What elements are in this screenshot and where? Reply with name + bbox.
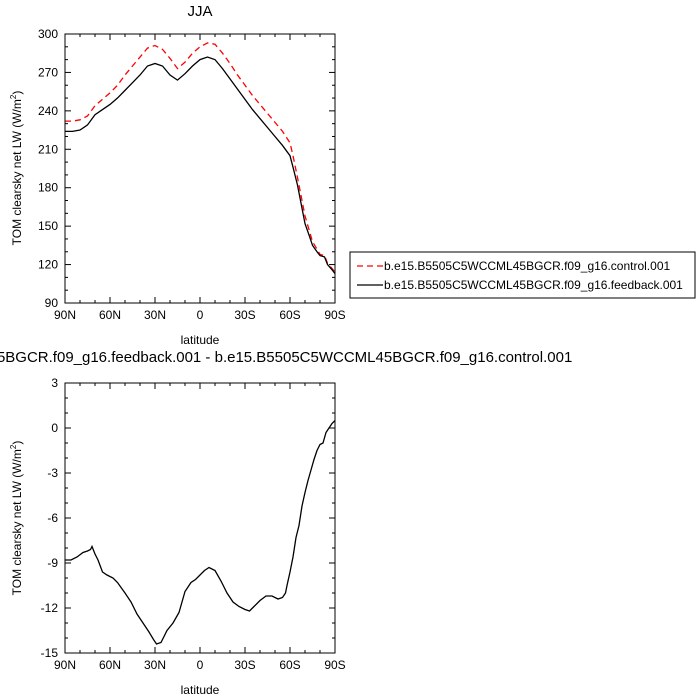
top-y-axis-label-text: TOM clearsky net LW (W/m (10, 99, 24, 245)
top-y-tick-label: 300 (38, 27, 58, 41)
top-series-line-1 (65, 56, 336, 274)
top-x-tick-label: 30S (234, 308, 255, 322)
top-x-tick-label: 90N (54, 308, 76, 322)
bottom-y-tick-label: -3 (47, 466, 58, 480)
top-y-tick-label: 270 (38, 65, 58, 79)
bottom-plot-frame (64, 382, 336, 654)
top-x-tick-label: 60S (279, 308, 300, 322)
top-y-axis-label-close: ) (10, 91, 24, 95)
top-y-tick-label: 120 (38, 258, 58, 272)
bottom-x-axis-label: latitude (181, 683, 220, 697)
bottom-y-tick-label: -15 (41, 646, 59, 660)
legend-box (349, 251, 696, 299)
top-chart-title: JJA (187, 3, 212, 20)
bottom-y-tick-label: 0 (51, 421, 58, 435)
legend-label-feedback: b.e15.B5505C5WCCML45BGCR.f09_g16.feedbac… (384, 278, 683, 292)
top-y-tick-label: 210 (38, 142, 58, 156)
bottom-y-axis-label: TOM clearsky net LW (W/m2) (9, 441, 24, 596)
top-x-tick-label: 60N (99, 308, 121, 322)
top-plot-area (65, 42, 336, 274)
bottom-series-line-0 (65, 420, 336, 645)
bottom-axis-ticks (64, 382, 336, 654)
top-x-tick-label: 90S (324, 308, 345, 322)
legend: b.e15.B5505C5WCCML45BGCR.f09_g16.control… (349, 251, 696, 299)
top-y-tick-label: 150 (38, 219, 58, 233)
bottom-y-tick-label: -12 (41, 601, 59, 615)
bottom-y-tick-label: -9 (47, 556, 58, 570)
bottom-chart-panel: b.e15.B5505C5WCCML45BGCR.f09_g16.feedbac… (0, 349, 572, 697)
bottom-tick-labels: 90N 60N 30N 0 30S 60S 90S -15 -12 -9 -6 -3 0 3 (41, 376, 346, 672)
top-y-axis-label: TOM clearsky net LW (W/m2) (9, 91, 24, 246)
top-axis-ticks (64, 33, 336, 304)
bottom-x-tick-label: 60S (279, 658, 300, 672)
bottom-plot-area (65, 420, 336, 645)
legend-label-control: b.e15.B5505C5WCCML45BGCR.f09_g16.control… (384, 259, 670, 273)
top-series-line-0 (65, 42, 336, 273)
bottom-x-tick-label: 60N (99, 658, 121, 672)
bottom-x-tick-label: 30N (144, 658, 166, 672)
bottom-x-tick-label: 90N (54, 658, 76, 672)
top-tick-labels: 90N 60N 30N 0 30S 60S 90S 90 120 150 180 210 240 270 3… (38, 27, 346, 322)
top-x-tick-label: 0 (197, 308, 204, 322)
bottom-x-tick-label: 30S (234, 658, 255, 672)
top-chart-panel: JJA 90N 60N 30N 0 30S 60S 90S 90 120 150 180 210 240… (9, 3, 696, 347)
bottom-chart-title: b.e15.B5505C5WCCML45BGCR.f09_g16.feedbac… (0, 349, 572, 366)
top-plot-frame (64, 33, 336, 304)
bottom-y-tick-label: 3 (51, 376, 58, 390)
bottom-y-axis-label-sup: 2 (9, 444, 18, 449)
bottom-y-axis-label-close: ) (10, 441, 24, 445)
top-y-tick-label: 180 (38, 181, 58, 195)
bottom-x-tick-label: 90S (324, 658, 345, 672)
bottom-x-tick-label: 0 (197, 658, 204, 672)
bottom-y-axis-label-text: TOM clearsky net LW (W/m (10, 449, 24, 595)
top-y-axis-label-sup: 2 (9, 94, 18, 99)
bottom-y-tick-label: -6 (47, 511, 58, 525)
top-y-tick-label: 240 (38, 104, 58, 118)
top-x-tick-label: 30N (144, 308, 166, 322)
top-y-tick-label: 90 (45, 296, 59, 310)
top-x-axis-label: latitude (181, 333, 220, 347)
